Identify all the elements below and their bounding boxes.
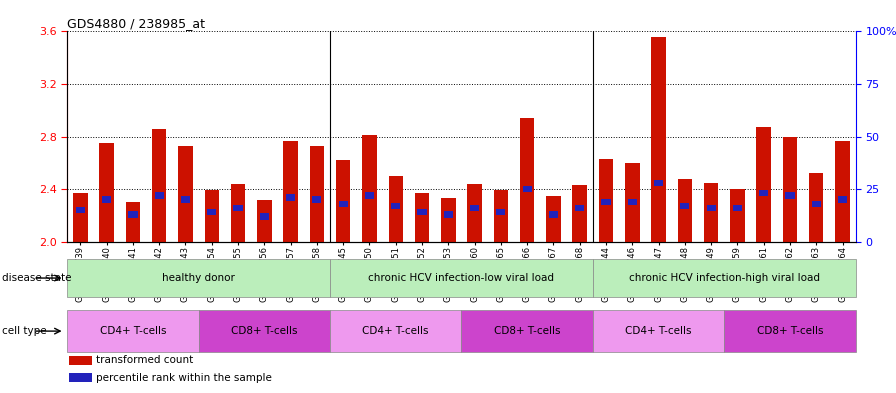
Bar [283, 141, 297, 242]
Text: CD4+ T-cells: CD4+ T-cells [363, 326, 429, 336]
Bar [125, 202, 140, 242]
Bar [786, 192, 795, 198]
Bar [496, 209, 505, 215]
Bar [207, 209, 216, 215]
Bar [461, 310, 593, 352]
Bar [625, 163, 640, 242]
Bar [441, 198, 455, 242]
Bar [155, 192, 164, 198]
Bar [339, 201, 348, 207]
Bar [812, 201, 821, 207]
Bar [730, 189, 745, 242]
Bar [593, 259, 856, 297]
Bar [601, 198, 610, 205]
Text: chronic HCV infection-high viral load: chronic HCV infection-high viral load [629, 273, 820, 283]
Bar [67, 310, 199, 352]
Bar [99, 143, 114, 242]
Bar [102, 196, 111, 203]
Bar [257, 200, 271, 242]
Bar [522, 186, 531, 192]
Text: healthy donor: healthy donor [162, 273, 235, 283]
Bar [783, 136, 797, 242]
Text: GDS4880 / 238985_at: GDS4880 / 238985_at [67, 17, 205, 30]
Bar [330, 259, 593, 297]
Bar [204, 191, 219, 242]
Bar [67, 259, 330, 297]
Bar [756, 127, 771, 242]
Bar [260, 213, 269, 220]
Bar [651, 37, 666, 242]
Bar [389, 176, 403, 242]
Text: disease state: disease state [2, 273, 72, 283]
Bar [286, 195, 295, 201]
Bar [76, 207, 85, 213]
Bar [181, 196, 190, 203]
Bar [128, 211, 137, 217]
Bar [809, 173, 823, 242]
Bar [199, 310, 330, 352]
Bar [178, 146, 193, 242]
Bar [392, 203, 401, 209]
Bar [707, 205, 716, 211]
Text: CD8+ T-cells: CD8+ T-cells [231, 326, 297, 336]
Bar [593, 310, 724, 352]
Bar [759, 190, 768, 196]
Bar [599, 159, 613, 242]
Bar [444, 211, 452, 217]
Text: chronic HCV infection-low viral load: chronic HCV infection-low viral load [368, 273, 555, 283]
Bar [362, 135, 376, 242]
Text: cell type: cell type [2, 326, 47, 336]
Bar [470, 205, 479, 211]
Text: CD4+ T-cells: CD4+ T-cells [625, 326, 692, 336]
Bar [418, 209, 426, 215]
Text: percentile rank within the sample: percentile rank within the sample [97, 373, 272, 383]
Bar [628, 198, 637, 205]
Bar [677, 178, 692, 242]
Bar [549, 211, 558, 217]
Bar [415, 193, 429, 242]
Bar [835, 141, 849, 242]
Bar [733, 205, 742, 211]
Bar [494, 191, 508, 242]
Bar [313, 196, 322, 203]
Bar [152, 129, 167, 242]
Bar [724, 310, 856, 352]
Bar [573, 185, 587, 242]
Text: transformed count: transformed count [97, 355, 194, 365]
Bar [838, 196, 847, 203]
Bar [310, 146, 324, 242]
Text: CD8+ T-cells: CD8+ T-cells [757, 326, 823, 336]
Bar [73, 193, 88, 242]
Bar [234, 205, 243, 211]
Text: CD8+ T-cells: CD8+ T-cells [494, 326, 560, 336]
Bar [70, 373, 91, 382]
Bar [704, 183, 719, 242]
Bar [547, 196, 561, 242]
Bar [575, 205, 584, 211]
Bar [70, 356, 91, 365]
Bar [468, 184, 482, 242]
Bar [365, 192, 374, 198]
Bar [680, 203, 689, 209]
Bar [654, 180, 663, 186]
Bar [330, 310, 461, 352]
Text: CD4+ T-cells: CD4+ T-cells [99, 326, 166, 336]
Bar [520, 118, 534, 242]
Bar [336, 160, 350, 242]
Bar [231, 184, 246, 242]
